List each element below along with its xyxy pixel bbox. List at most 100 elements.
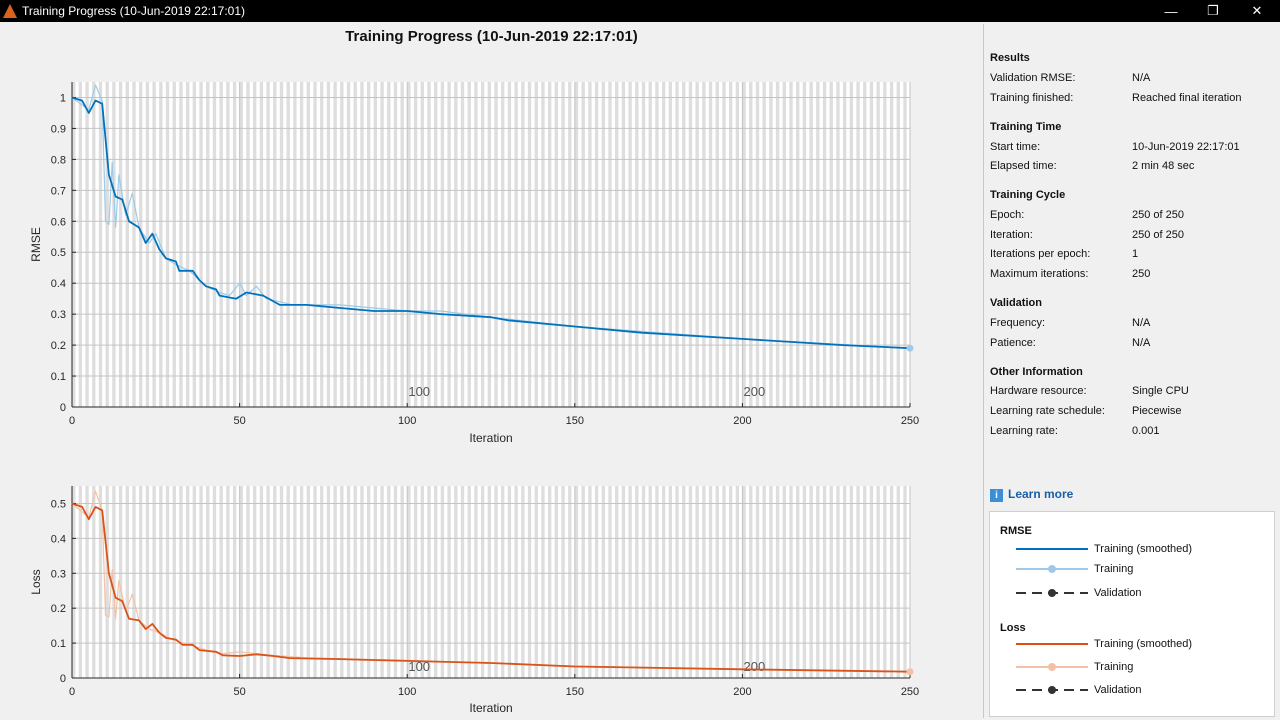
rmse-epoch-stripe [172,82,176,407]
rmse-epoch-stripe [722,82,726,407]
rmse-epoch-stripe [474,82,478,407]
rmse-epoch-stripe [279,82,284,407]
rmse-y-tick-label: 0.3 [51,309,66,321]
loss-epoch-stripe [320,486,324,678]
rmse-epoch-stripe [112,82,116,407]
rmse-epoch-stripe [742,82,746,407]
rmse-epoch-stripe [896,82,900,407]
rmse-epoch-stripe [749,82,753,407]
rmse-epoch-stripe [145,82,150,407]
rmse-epoch-stripe [594,82,599,407]
rmse-y-tick-label: 0.9 [51,123,66,135]
legend-rmse-training-label: Training [1094,563,1134,575]
learn-more-link[interactable]: i Learn more [990,487,1073,502]
iterations-per-epoch-value: 1 [1132,248,1139,260]
loss-epoch-stripe [353,486,357,678]
figure-title: Training Progress (10-Jun-2019 22:17:01) [345,28,638,45]
loss-epoch-stripe [125,486,129,678]
rmse-epoch-stripe [554,82,559,407]
loss-epoch-stripe [682,486,686,678]
loss-epoch-stripe [387,486,391,678]
rmse-epoch-stripe [869,82,874,407]
rmse-epoch-label: 100 [408,384,430,399]
rmse-epoch-stripe [789,82,793,407]
close-button[interactable]: ✕ [1251,3,1263,18]
loss-epoch-stripe [568,486,572,678]
legend-rmse-validation-label: Validation [1094,587,1142,599]
loss-epoch-stripe [668,486,673,678]
rmse-epoch-stripe [434,82,438,407]
loss-epoch-stripe [863,486,867,678]
loss-epoch-stripe [702,486,706,678]
rmse-epoch-stripe [239,82,243,407]
patience-value: N/A [1132,337,1151,349]
loss-epoch-stripe [98,486,103,678]
rmse-epoch-stripe [373,82,378,407]
rmse-epoch-stripe [400,82,404,407]
loss-epoch-stripe [253,486,257,678]
loss-epoch-stripe [159,486,163,678]
window-title: Training Progress (10-Jun-2019 22:17:01) [22,4,246,18]
loss-epoch-stripe [521,486,525,678]
validation-rmse-value: N/A [1132,72,1151,84]
rmse-epoch-stripe [802,82,807,407]
loss-epoch-stripe [474,486,478,678]
rmse-epoch-stripe [380,82,384,407]
legend-loss-training-label: Training [1094,661,1134,673]
rmse-epoch-stripe [635,82,639,407]
loss-epoch-stripe [574,486,579,678]
loss-epoch-stripe [286,486,290,678]
rmse-epoch-stripe [601,82,605,407]
loss-epoch-stripe [661,486,666,678]
loss-epoch-stripe [212,486,217,678]
loss-epoch-stripe [755,486,760,678]
rmse-epoch-stripe [547,82,552,407]
loss-y-tick-label: 0 [60,673,66,685]
rmse-epoch-stripe [139,82,143,407]
rmse-epoch-stripe [728,82,733,407]
iteration-value: 250 of 250 [1132,229,1184,241]
loss-epoch-stripe [219,486,223,678]
rmse-epoch-stripe [889,82,894,407]
loss-epoch-stripe [749,486,753,678]
minimize-button[interactable]: — [1164,3,1178,19]
rmse-epoch-stripe [775,82,780,407]
loss-epoch-stripe [655,486,659,678]
loss-epoch-stripe [340,486,344,678]
rmse-epoch-stripe [836,82,840,407]
elapsed-time-label: Elapsed time: [990,160,1057,172]
rmse-epoch-label: 200 [744,384,766,399]
rmse-x-tick-label: 50 [233,415,245,427]
loss-epoch-stripe [675,486,679,678]
rmse-epoch-stripe [232,82,237,407]
loss-epoch-stripe [769,486,773,678]
loss-epoch-stripe [447,486,451,678]
rmse-epoch-stripe [320,82,324,407]
loss-epoch-stripe [273,486,277,678]
rmse-epoch-stripe [393,82,398,407]
loss-epoch-stripe [226,486,230,678]
maximize-button[interactable]: ❐ [1207,3,1219,18]
rmse-epoch-stripe [440,82,445,407]
results-heading: Results [990,52,1030,64]
validation-rmse-label: Validation RMSE: [990,72,1076,84]
rmse-epoch-stripe [822,82,827,407]
loss-epoch-stripe [246,486,250,678]
rmse-epoch-stripe [541,82,545,407]
loss-epoch-label: 200 [744,659,766,674]
loss-epoch-stripe [373,486,378,678]
rmse-y-tick-label: 0.2 [51,340,66,352]
rmse-epoch-stripe [286,82,290,407]
loss-epoch-stripe [541,486,545,678]
window-titlebar: Training Progress (10-Jun-2019 22:17:01)… [0,0,1280,22]
loss-epoch-stripe [842,486,847,678]
legend-loss-validation-label: Validation [1094,684,1142,696]
maximum-iterations-value: 250 [1132,268,1151,280]
plots-canvas: 0 0.1 0.2 0.3 0.4 0.5 0.6 0.7 0.8 0.9 1 0 50 100 150 20… [29,82,919,715]
rmse-epoch-stripe [568,82,572,407]
rmse-epoch-stripe [487,82,491,407]
rmse-epoch-stripe [306,82,310,407]
rmse-epoch-stripe [387,82,391,407]
rmse-epoch-stripe [755,82,760,407]
rmse-epoch-stripe [85,82,89,407]
